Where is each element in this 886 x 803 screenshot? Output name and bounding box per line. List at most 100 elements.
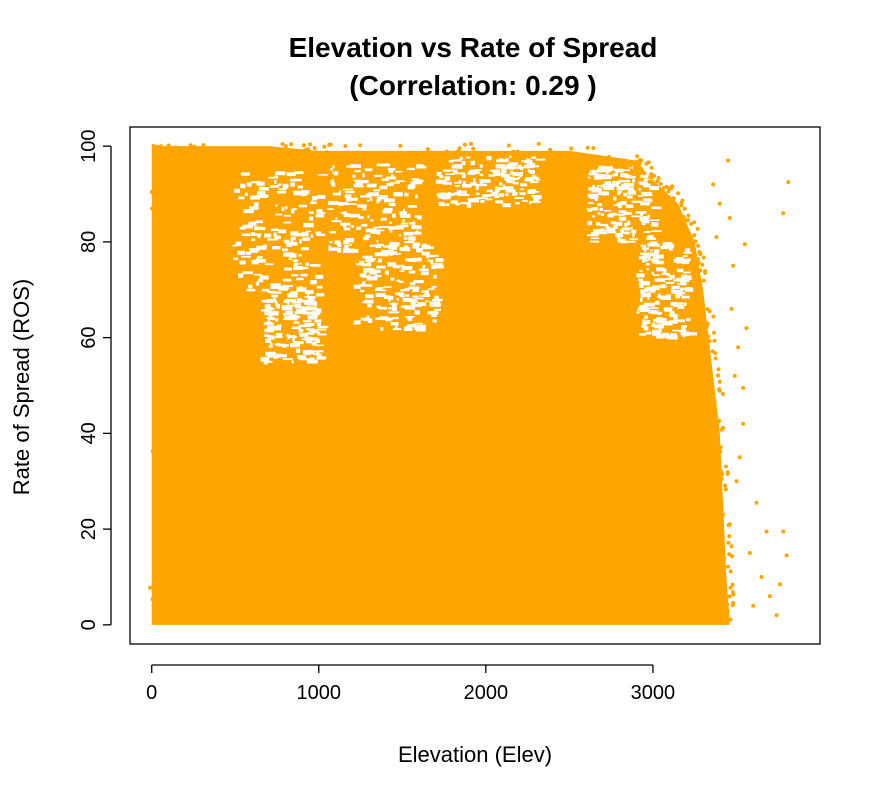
- sparse-gap: [380, 217, 387, 221]
- sparse-gap: [275, 333, 283, 338]
- data-point: [308, 142, 312, 147]
- sparse-gap: [490, 169, 497, 172]
- data-point: [444, 149, 449, 154]
- sparse-gap: [273, 232, 277, 237]
- data-point: [728, 617, 733, 622]
- sparse-gap: [669, 314, 678, 317]
- sparse-gap: [311, 196, 318, 201]
- sparse-gap: [458, 164, 462, 167]
- sparse-gap: [276, 354, 287, 358]
- sparse-gap: [665, 281, 673, 284]
- sparse-gap: [412, 288, 419, 292]
- sparse-gap: [649, 219, 660, 221]
- data-point: [727, 552, 732, 557]
- sparse-gap: [283, 299, 287, 303]
- sparse-gap: [637, 307, 645, 311]
- sparse-gap: [639, 213, 644, 216]
- sparse-gap: [419, 268, 429, 272]
- sparse-gap: [316, 328, 327, 331]
- sparse-gap: [372, 231, 379, 234]
- sparse-gap: [598, 165, 606, 170]
- sparse-gap: [370, 219, 374, 222]
- sparse-gap: [640, 295, 645, 298]
- sparse-gap: [364, 260, 375, 262]
- sparse-gap: [265, 313, 277, 316]
- sparse-gap: [502, 166, 505, 170]
- outlier-point: [734, 479, 739, 484]
- sparse-gap: [652, 329, 662, 333]
- sparse-gap: [404, 316, 415, 318]
- sparse-gap: [479, 164, 483, 168]
- sparse-gap: [393, 251, 398, 255]
- data-point: [718, 445, 723, 450]
- sparse-gap: [309, 216, 314, 221]
- sparse-gap: [267, 318, 270, 323]
- sparse-gap: [271, 294, 279, 298]
- sparse-gap: [362, 173, 365, 178]
- sparse-gap: [350, 164, 361, 168]
- data-point: [311, 155, 315, 160]
- sparse-gap: [529, 181, 539, 184]
- y-tick-label: 100: [78, 129, 100, 162]
- sparse-gap: [663, 307, 673, 312]
- sparse-gap: [331, 220, 342, 223]
- sparse-gap: [291, 301, 302, 304]
- sparse-gap: [408, 270, 416, 274]
- sparse-gap: [382, 317, 393, 321]
- sparse-gap: [638, 195, 643, 197]
- sparse-gap: [461, 173, 466, 178]
- sparse-gap: [274, 175, 279, 179]
- sparse-gap: [650, 169, 658, 173]
- sparse-gap: [412, 244, 420, 249]
- x-tick-label: 1000: [297, 682, 342, 704]
- sparse-gap: [298, 262, 302, 265]
- sparse-gap: [414, 310, 420, 315]
- sparse-gap: [520, 168, 524, 171]
- sparse-gap: [409, 222, 416, 225]
- sparse-gap: [275, 304, 280, 309]
- sparse-gap: [643, 306, 649, 311]
- sparse-gap: [365, 258, 376, 261]
- sparse-gap: [264, 304, 271, 309]
- sparse-gap: [389, 228, 393, 233]
- sparse-gap: [677, 329, 687, 332]
- sparse-gap: [364, 168, 373, 172]
- sparse-gap: [480, 200, 485, 203]
- sparse-gap: [316, 338, 320, 343]
- sparse-gap: [594, 175, 602, 180]
- sparse-gap: [376, 192, 379, 197]
- sparse-gap: [334, 217, 338, 220]
- sparse-gap: [495, 164, 506, 169]
- sparse-gap: [300, 247, 309, 251]
- outlier-point: [744, 326, 749, 331]
- sparse-gap: [396, 226, 404, 230]
- sparse-gap: [249, 206, 259, 210]
- sparse-gap: [400, 213, 411, 218]
- sparse-gap: [592, 184, 595, 189]
- sparse-gap: [417, 215, 422, 220]
- sparse-gap: [430, 260, 433, 265]
- sparse-gap: [533, 197, 539, 202]
- sparse-gap: [603, 187, 612, 190]
- sparse-gap: [627, 190, 636, 195]
- data-point: [712, 400, 717, 405]
- outlier-point: [711, 182, 716, 187]
- sparse-gap: [367, 192, 379, 196]
- sparse-gap: [316, 322, 321, 326]
- data-point: [585, 158, 590, 163]
- sparse-gap: [352, 174, 356, 178]
- sparse-gap: [620, 173, 628, 178]
- sparse-gap: [367, 303, 372, 308]
- sparse-gap: [317, 325, 329, 329]
- sparse-gap: [505, 186, 513, 191]
- sparse-gap: [529, 200, 532, 205]
- sparse-gap: [515, 202, 520, 205]
- sparse-gap: [298, 329, 304, 333]
- sparse-gap: [310, 337, 318, 341]
- sparse-gap: [244, 224, 250, 228]
- sparse-gap: [488, 174, 492, 177]
- sparse-gap: [275, 204, 278, 207]
- sparse-gap: [494, 189, 500, 193]
- sparse-gap: [384, 270, 389, 275]
- sparse-gap: [296, 287, 307, 292]
